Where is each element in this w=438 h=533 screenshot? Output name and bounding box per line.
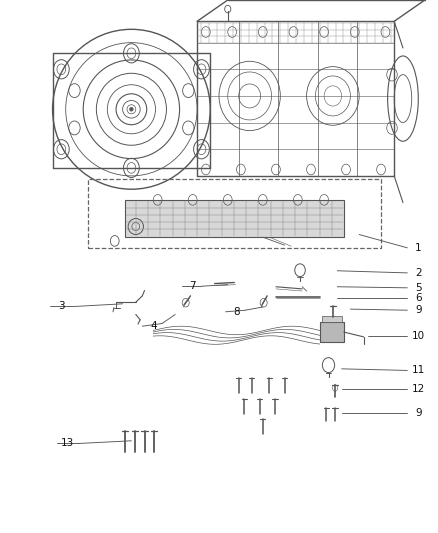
Bar — [320, 322, 344, 342]
Text: 9: 9 — [415, 408, 422, 418]
Text: 9: 9 — [415, 305, 422, 315]
Text: 10: 10 — [412, 331, 425, 341]
Bar — [88, 179, 381, 248]
Text: 4: 4 — [150, 321, 157, 331]
Text: 3: 3 — [58, 302, 65, 311]
Bar — [322, 316, 342, 322]
Ellipse shape — [130, 108, 133, 111]
Text: 6: 6 — [415, 294, 422, 303]
Polygon shape — [125, 200, 344, 237]
Text: 5: 5 — [415, 283, 422, 293]
Text: 1: 1 — [415, 243, 422, 253]
Text: 13: 13 — [61, 439, 74, 448]
Text: 8: 8 — [233, 307, 240, 317]
Text: 11: 11 — [412, 366, 425, 375]
Text: 12: 12 — [412, 384, 425, 394]
Text: 7: 7 — [189, 281, 196, 291]
Text: 2: 2 — [415, 268, 422, 278]
